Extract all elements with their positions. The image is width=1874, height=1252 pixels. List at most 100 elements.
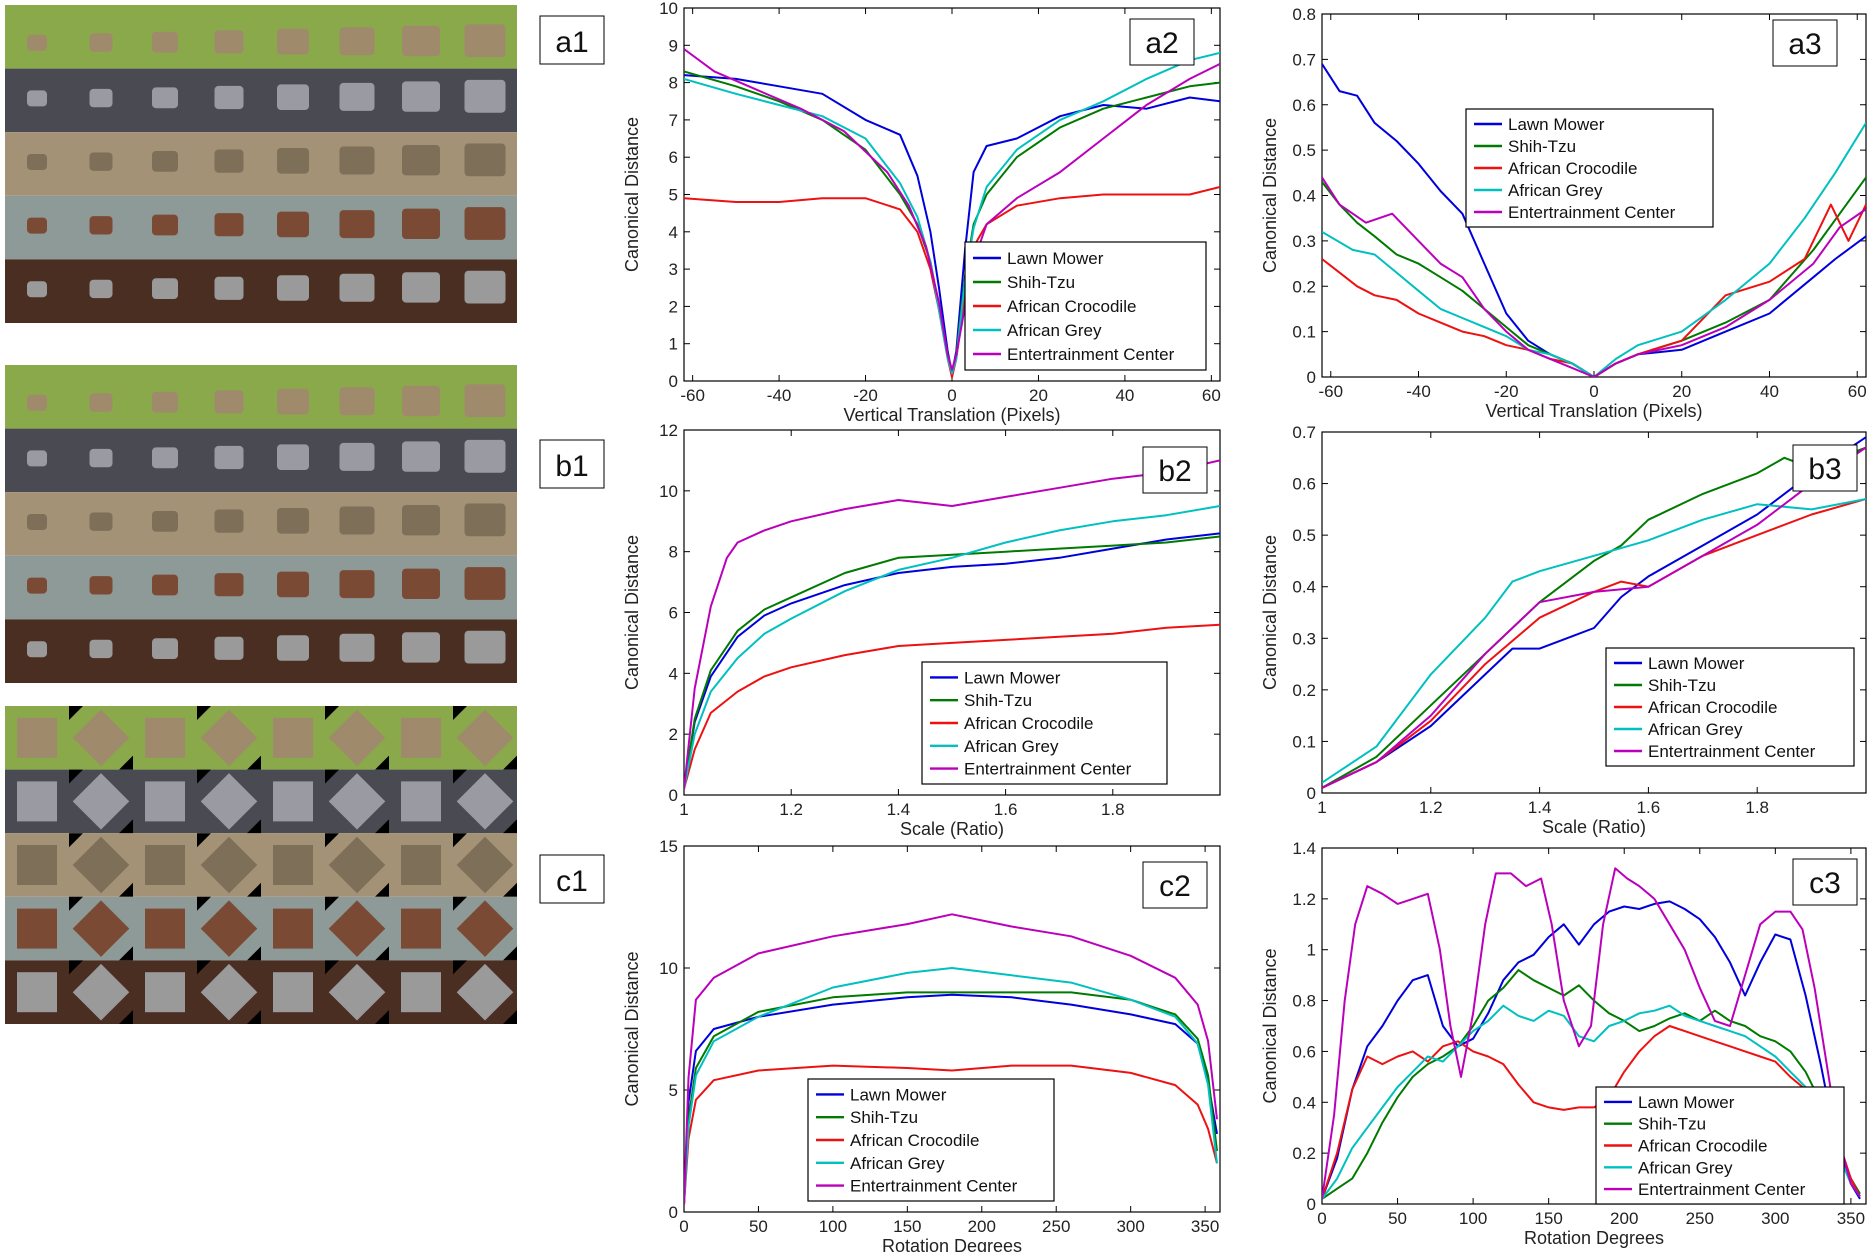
thumbnail-c1-r4-c5: entertainment center: [325, 960, 389, 1024]
x-tick-label: 100: [819, 1217, 847, 1236]
y-tick-label: 10: [659, 0, 678, 18]
x-tick-label: 1.2: [779, 800, 803, 819]
thumbnail-c1-r0-c2: lawn mower: [133, 706, 197, 770]
x-tick-label: 1.4: [887, 800, 911, 819]
y-tick-label: 0.4: [1292, 1093, 1316, 1112]
legend-entry: Shih-Tzu: [1508, 137, 1576, 156]
x-tick-label: 0: [1589, 382, 1598, 401]
chart-c3: 0 50 100 150 200 250 300 350 0 0.2 0.4 0.6 0.8 1 1.2 1.…: [1260, 839, 1867, 1248]
thumbnail-c1-r1-c5: shih-tzu dog: [325, 769, 389, 834]
thumbnail-a1-r2-c1: african crocodile: [69, 132, 133, 196]
thumbnail-b1-r2-c0: african crocodile: [5, 492, 69, 556]
x-axis-label: Rotation Degrees: [882, 1236, 1022, 1252]
x-tick-label: 1: [679, 800, 688, 819]
thumbnail-a1-r4-c0: entertainment center: [5, 259, 69, 323]
legend-b3: Lawn Mower Shih-Tzu African Crocodile Afric…: [1605, 647, 1855, 767]
panel-badge-c3: c3: [1792, 858, 1858, 906]
y-tick-label: 0.1: [1292, 323, 1316, 342]
legend-entry: African Grey: [1648, 720, 1743, 739]
series-line-c3-4: [1322, 867, 1861, 1200]
thumbnail-a1-r4-c6: entertainment center: [389, 259, 453, 323]
thumbnail-c1-r1-c4: shih-tzu dog: [261, 769, 325, 834]
legend-entry: Shih-Tzu: [850, 1108, 918, 1127]
thumbnail-a1-r2-c0: african crocodile: [5, 132, 69, 196]
legend-entry: Shih-Tzu: [964, 691, 1032, 710]
panel-badge-a3: a3: [1772, 19, 1838, 67]
y-axis-label: Canonical Distance: [1260, 535, 1280, 690]
thumbnail-c1-r4-c3: entertainment center: [197, 960, 261, 1024]
thumbnail-b1-r1-c3: shih-tzu dog: [197, 428, 261, 493]
thumbnail-a1-r2-c2: african crocodile: [133, 132, 197, 196]
series-line-b2-4: [684, 459, 1220, 790]
x-tick-label: 300: [1116, 1217, 1144, 1236]
x-tick-label: 0: [947, 386, 956, 405]
thumbnail-c1-r3-c5: african grey parrot: [325, 896, 389, 961]
thumbnail-c1-r4-c1: entertainment center: [69, 960, 133, 1024]
thumbnail-b1-r4-c0: entertainment center: [5, 619, 69, 683]
thumbnail-c1-r3-c0: african grey parrot: [5, 896, 69, 961]
thumbnail-c1-r4-c4: entertainment center: [261, 960, 325, 1024]
thumbnail-c1-r3-c1: african grey parrot: [69, 896, 133, 961]
x-tick-label: 1: [1317, 798, 1326, 817]
thumbnail-b1-r4-c4: entertainment center: [261, 619, 325, 683]
legend-entry: African Grey: [964, 737, 1059, 756]
thumbnail-grid-c1: lawn mowerlawn mowerlawn mowerlawn mower…: [5, 706, 517, 1024]
chart-b3: 1 1.2 1.4 1.6 1.8 0 0.1 0.2 0.3 0.4 0.5 0.6 0.7 Scale…: [1260, 423, 1867, 837]
legend-entry: Entertrainment Center: [1007, 345, 1175, 364]
thumbnail-b1-r4-c5: entertainment center: [325, 619, 389, 683]
thumbnail-c1-r0-c5: lawn mower: [325, 706, 389, 770]
panel-label-b3: b3: [1808, 453, 1841, 486]
thumbnail-b1-r3-c4: african grey parrot: [261, 555, 325, 620]
thumbnail-c1-r0-c3: lawn mower: [197, 706, 261, 770]
x-tick-label: 300: [1761, 1209, 1789, 1228]
y-tick-label: 0.8: [1292, 5, 1316, 24]
thumbnail-b1-r0-c5: lawn mower: [325, 365, 389, 429]
series-line-c2-4: [684, 913, 1218, 1205]
y-axis-label: Canonical Distance: [1260, 118, 1280, 273]
series-line-a2-4: [684, 48, 1220, 371]
legend-entry: African Crocodile: [850, 1131, 979, 1150]
thumbnail-a1-r3-c1: african grey parrot: [69, 195, 133, 260]
x-tick-label: 350: [1837, 1209, 1865, 1228]
y-tick-label: 2: [669, 297, 678, 316]
thumbnail-c1-r4-c0: entertainment center: [5, 960, 69, 1024]
thumbnail-b1-r4-c2: entertainment center: [133, 619, 197, 683]
thumbnail-a1-r1-c5: shih-tzu dog: [325, 68, 389, 133]
y-tick-label: 8: [669, 543, 678, 562]
y-tick-label: 0: [1307, 368, 1316, 387]
thumbnail-c1-r2-c5: african crocodile: [325, 833, 389, 897]
thumbnail-c1-r2-c3: african crocodile: [197, 833, 261, 897]
thumbnail-c1-r0-c6: lawn mower: [389, 706, 453, 770]
thumbnail-a1-r2-c5: african crocodile: [325, 132, 389, 196]
x-tick-label: 50: [1388, 1209, 1407, 1228]
y-tick-label: 0: [669, 1203, 678, 1222]
thumbnail-a1-r4-c5: entertainment center: [325, 259, 389, 323]
x-tick-label: 350: [1191, 1217, 1219, 1236]
legend-entry: Lawn Mower: [1648, 654, 1745, 673]
thumbnail-b1-r3-c1: african grey parrot: [69, 555, 133, 620]
legend-a2: Lawn Mower Shih-Tzu African Crocodile Afric…: [964, 241, 1207, 371]
legend-entry: Entertrainment Center: [850, 1177, 1018, 1196]
legend-entry: Entertrainment Center: [1648, 742, 1816, 761]
thumbnail-a1-r0-c0: lawn mower: [5, 5, 69, 69]
series-line-b2-1: [684, 535, 1220, 790]
thumbnail-c1-r1-c3: shih-tzu dog: [197, 769, 261, 834]
thumbnail-a1-r3-c2: african grey parrot: [133, 195, 197, 260]
thumbnail-a1-r1-c1: shih-tzu dog: [69, 68, 133, 133]
thumbnail-b1-r1-c5: shih-tzu dog: [325, 428, 389, 493]
legend-entry: Lawn Mower: [850, 1085, 947, 1104]
thumbnail-c1-r2-c7: african crocodile: [453, 833, 517, 897]
x-tick-label: 200: [968, 1217, 996, 1236]
thumbnail-a1-r0-c5: lawn mower: [325, 5, 389, 69]
series-line-b3-1: [1322, 446, 1866, 789]
series-line-b3-2: [1322, 498, 1866, 789]
panel-label-a2: a2: [1145, 27, 1178, 60]
y-tick-label: 4: [669, 223, 678, 242]
series-line-b2-0: [684, 532, 1220, 790]
thumbnail-a1-r1-c4: shih-tzu dog: [261, 68, 325, 133]
thumbnail-a1-r4-c1: entertainment center: [69, 259, 133, 323]
y-tick-label: 0.6: [1292, 96, 1316, 115]
thumbnail-a1-r2-c4: african crocodile: [261, 132, 325, 196]
y-tick-label: 0.7: [1292, 50, 1316, 69]
